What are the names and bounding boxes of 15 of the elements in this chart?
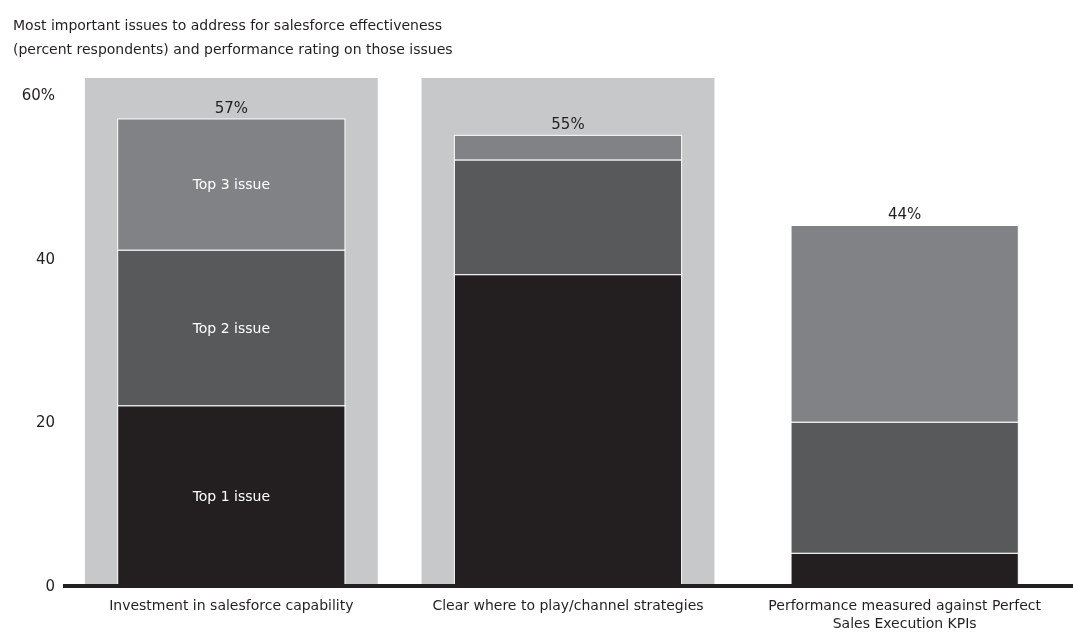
chart-title: Most important issues to address for salesforce effectiveness [13, 17, 443, 33]
series-label: Top 2 issue [191, 319, 271, 336]
x-tick-label: Performance measured against Perfect Sales Execution KPIs [768, 597, 1042, 631]
y-tick-label: 20 [35, 413, 55, 432]
x-tick-label: Clear where to play/channel strategies [432, 597, 704, 613]
total-label: 44% [887, 205, 922, 224]
x-tick-label: Investment in salesforce capability [109, 597, 354, 613]
total-label: 55% [551, 115, 585, 134]
y-tick-label: 0 [45, 577, 55, 596]
chart-subtitle: (percent respondents) and performance rating on those issues [13, 41, 453, 57]
y-tick-label: 60% [21, 85, 55, 104]
series-label: Top 3 issue [191, 176, 271, 193]
y-tick-label: 40 [35, 249, 55, 268]
series-label: Top 1 issue [191, 487, 271, 504]
total-label: 57% [214, 98, 249, 117]
